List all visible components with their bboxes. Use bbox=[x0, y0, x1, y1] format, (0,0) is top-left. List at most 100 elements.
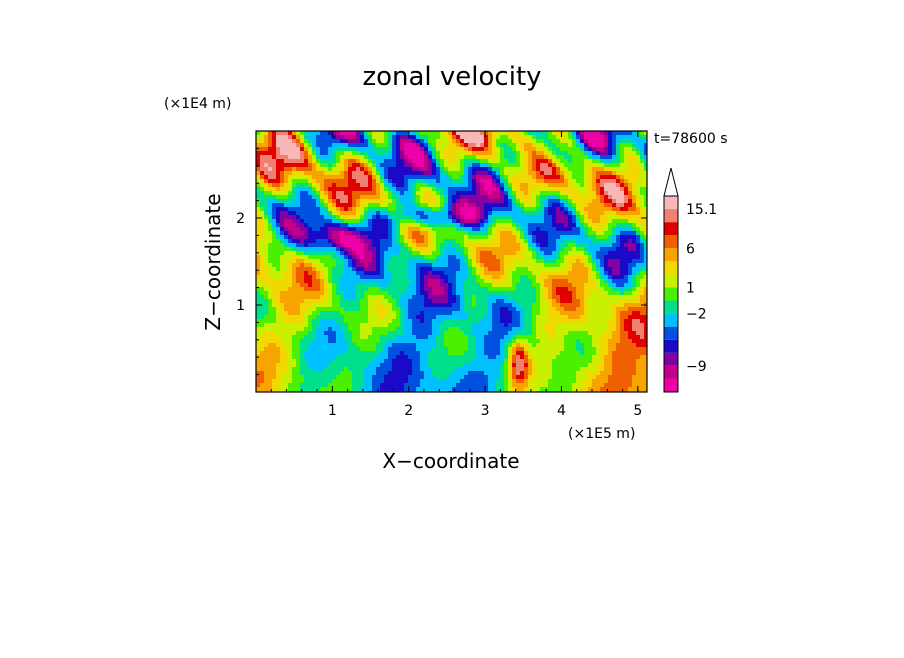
field-cell bbox=[400, 195, 405, 200]
field-cell bbox=[636, 251, 641, 256]
field-cell bbox=[372, 303, 377, 308]
field-cell bbox=[288, 139, 293, 144]
field-cell bbox=[412, 263, 417, 268]
field-cell bbox=[344, 227, 349, 232]
field-cell bbox=[612, 327, 617, 332]
field-cell bbox=[556, 279, 561, 284]
field-cell bbox=[404, 135, 409, 140]
field-cell bbox=[428, 155, 433, 160]
field-cell bbox=[588, 155, 593, 160]
field-cell bbox=[512, 243, 517, 248]
field-cell bbox=[588, 275, 593, 280]
field-cell bbox=[352, 215, 357, 220]
field-cell bbox=[608, 239, 613, 244]
field-cell bbox=[504, 239, 509, 244]
field-cell bbox=[284, 331, 289, 336]
field-cell bbox=[280, 267, 285, 272]
field-cell bbox=[464, 287, 469, 292]
field-cell bbox=[416, 251, 421, 256]
field-cell bbox=[420, 203, 425, 208]
field-cell bbox=[612, 299, 617, 304]
field-cell bbox=[444, 235, 449, 240]
field-cell bbox=[256, 219, 261, 224]
field-cell bbox=[488, 183, 493, 188]
field-cell bbox=[364, 247, 369, 252]
field-cell bbox=[572, 175, 577, 180]
field-cell bbox=[544, 215, 549, 220]
field-cell bbox=[356, 143, 361, 148]
field-cell bbox=[532, 291, 537, 296]
field-cell bbox=[408, 299, 413, 304]
field-cell bbox=[564, 263, 569, 268]
field-cell bbox=[640, 139, 645, 144]
field-cell bbox=[644, 211, 647, 216]
field-cell bbox=[272, 223, 277, 228]
field-cell bbox=[584, 307, 589, 312]
field-cell bbox=[608, 267, 613, 272]
field-cell bbox=[460, 255, 465, 260]
field-cell bbox=[428, 323, 433, 328]
field-cell bbox=[288, 279, 293, 284]
field-cell bbox=[336, 211, 341, 216]
field-cell bbox=[336, 319, 341, 324]
field-cell bbox=[256, 139, 261, 144]
field-cell bbox=[468, 243, 473, 248]
field-cell bbox=[404, 259, 409, 264]
field-cell bbox=[472, 203, 477, 208]
field-cell bbox=[340, 187, 345, 192]
field-cell bbox=[412, 303, 417, 308]
field-cell bbox=[620, 191, 625, 196]
field-cell bbox=[460, 319, 465, 324]
field-cell bbox=[576, 279, 581, 284]
field-cell bbox=[352, 263, 357, 268]
field-cell bbox=[564, 243, 569, 248]
field-cell bbox=[328, 279, 333, 284]
field-cell bbox=[476, 287, 481, 292]
field-cell bbox=[520, 175, 525, 180]
field-cell bbox=[384, 167, 389, 172]
field-cell bbox=[444, 199, 449, 204]
field-cell bbox=[376, 179, 381, 184]
field-cell bbox=[304, 243, 309, 248]
field-cell bbox=[476, 191, 481, 196]
field-cell bbox=[376, 227, 381, 232]
field-cell bbox=[328, 211, 333, 216]
field-cell bbox=[416, 259, 421, 264]
field-cell bbox=[280, 187, 285, 192]
field-cell bbox=[464, 239, 469, 244]
field-cell bbox=[328, 203, 333, 208]
field-cell bbox=[472, 239, 477, 244]
field-cell bbox=[540, 131, 545, 136]
field-cell bbox=[580, 327, 585, 332]
field-cell bbox=[412, 199, 417, 204]
field-cell bbox=[456, 255, 461, 260]
field-cell bbox=[548, 291, 553, 296]
field-cell bbox=[588, 291, 593, 296]
field-cell bbox=[340, 211, 345, 216]
field-cell bbox=[628, 187, 633, 192]
field-cell bbox=[576, 147, 581, 152]
field-cell bbox=[316, 167, 321, 172]
field-cell bbox=[320, 235, 325, 240]
field-cell bbox=[376, 191, 381, 196]
field-cell bbox=[560, 151, 565, 156]
field-cell bbox=[272, 291, 277, 296]
field-cell bbox=[416, 203, 421, 208]
field-cell bbox=[492, 211, 497, 216]
field-cell bbox=[544, 135, 549, 140]
field-cell bbox=[644, 139, 647, 144]
field-cell bbox=[640, 143, 645, 148]
field-cell bbox=[316, 291, 321, 296]
field-cell bbox=[476, 203, 481, 208]
field-cell bbox=[548, 315, 553, 320]
field-cell bbox=[472, 267, 477, 272]
field-cell bbox=[424, 199, 429, 204]
field-cell bbox=[268, 299, 273, 304]
field-cell bbox=[572, 239, 577, 244]
field-cell bbox=[428, 287, 433, 292]
field-cell bbox=[504, 275, 509, 280]
field-cell bbox=[564, 171, 569, 176]
field-cell bbox=[320, 247, 325, 252]
field-cell bbox=[312, 275, 317, 280]
field-cell bbox=[416, 307, 421, 312]
